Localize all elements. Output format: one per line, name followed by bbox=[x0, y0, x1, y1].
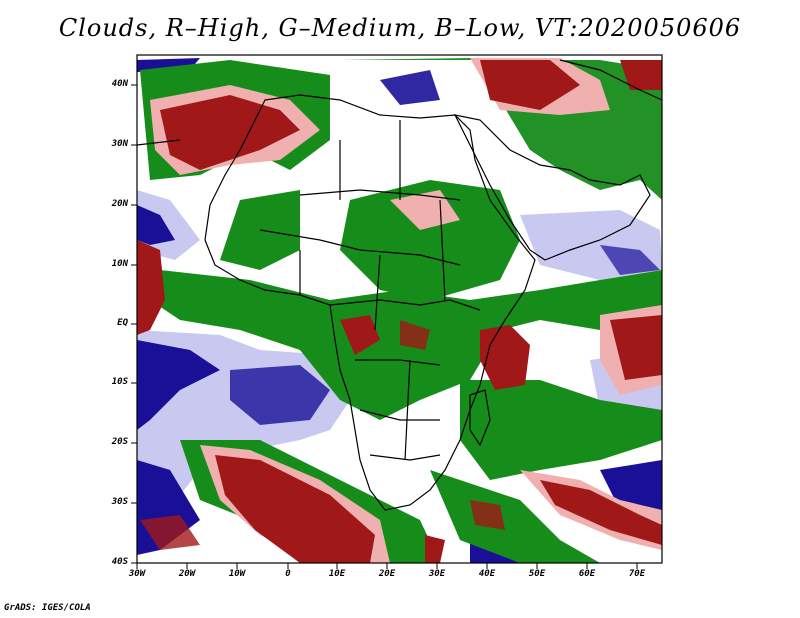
lon-label-20w: 20W bbox=[178, 569, 196, 579]
coastlines bbox=[137, 59, 662, 511]
lon-label-20e: 20E bbox=[378, 569, 396, 579]
lon-label-10w: 10W bbox=[228, 569, 246, 579]
lat-label-eq: EQ bbox=[117, 318, 128, 328]
lat-label-20n: 20N bbox=[111, 199, 128, 209]
lat-label-30n: 30N bbox=[111, 139, 128, 149]
lon-label-40e: 40E bbox=[478, 569, 496, 579]
lat-label-20s: 20S bbox=[111, 437, 128, 447]
map-title: Clouds, R–High, G–Medium, B–Low, VT:2020… bbox=[58, 14, 742, 42]
lat-label-30s: 30S bbox=[111, 497, 128, 507]
grads-credit: GrADS: IGES/COLA bbox=[4, 603, 91, 613]
lat-label-40s: 40S bbox=[111, 557, 128, 567]
lon-label-50e: 50E bbox=[528, 569, 546, 579]
lon-label-30w: 30W bbox=[128, 569, 146, 579]
lat-label-10s: 10S bbox=[111, 377, 128, 387]
axis-ticks bbox=[131, 84, 638, 569]
lon-label-10e: 10E bbox=[328, 569, 346, 579]
lon-label-30e: 30E bbox=[428, 569, 446, 579]
lon-label-0: 0 bbox=[285, 569, 291, 579]
lat-label-40n: 40N bbox=[111, 79, 128, 89]
lon-label-60e: 60E bbox=[578, 569, 596, 579]
plot-frame bbox=[136, 54, 663, 564]
lat-label-10n: 10N bbox=[111, 259, 128, 269]
high-clouds bbox=[137, 58, 662, 563]
cloud-layer bbox=[137, 58, 662, 563]
lon-label-70e: 70E bbox=[628, 569, 646, 579]
